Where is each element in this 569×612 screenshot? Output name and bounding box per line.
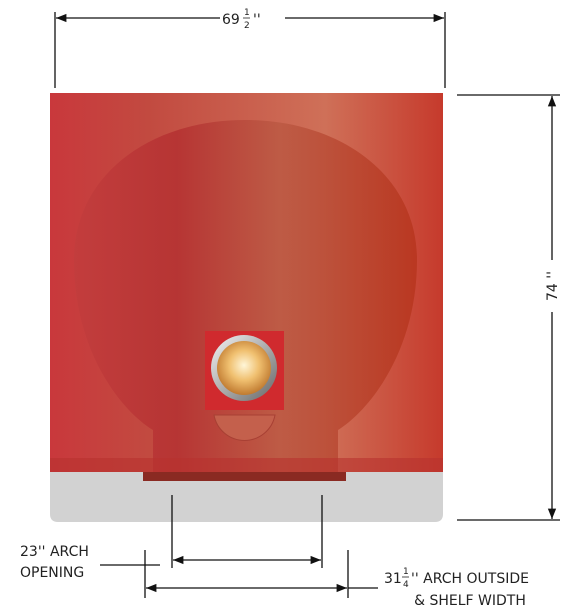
arch-outside-whole: 31 [384, 571, 402, 587]
arch-opening-dimension: 23'' ARCH OPENING [20, 495, 323, 581]
arch-outside-dimension: 31 1 4 '' ARCH OUTSIDE & SHELF WIDTH [144, 550, 529, 609]
width-whole: 69 [222, 12, 240, 28]
width-denominator: 2 [244, 21, 250, 31]
arch-opening-line1: 23'' ARCH [20, 544, 89, 560]
arch-outside-line1: '' ARCH OUTSIDE [411, 571, 529, 587]
arch-outside-denominator: 4 [403, 580, 409, 590]
width-numerator: 1 [244, 8, 250, 18]
width-unit: '' [253, 12, 261, 28]
arch-opening-line2: OPENING [20, 565, 84, 581]
width-dimension: 69 1 2 '' [54, 8, 446, 88]
arch-outside-numerator: 1 [403, 567, 409, 577]
fireplace [50, 93, 443, 522]
height-dimension: 74 '' [457, 94, 561, 521]
arch-outside-line2: & SHELF WIDTH [414, 593, 526, 609]
height-label: 74 '' [545, 271, 561, 301]
